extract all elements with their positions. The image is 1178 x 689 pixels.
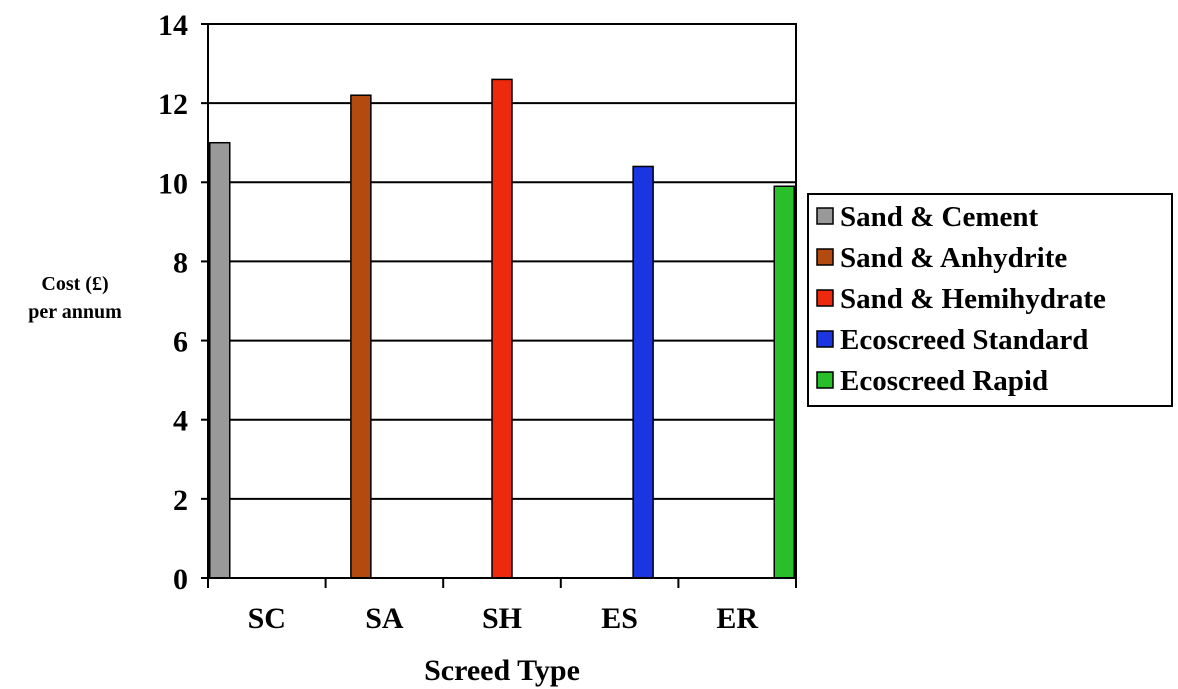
legend-swatch	[816, 207, 834, 225]
x-tick-label: ES	[601, 602, 638, 635]
x-tick-label: ER	[716, 602, 758, 635]
bar	[491, 78, 513, 579]
bar	[773, 185, 795, 579]
x-axis-title: Screed Type	[424, 654, 580, 687]
bar	[350, 94, 372, 579]
legend-box	[807, 193, 1173, 407]
x-tick-label: SC	[248, 602, 286, 635]
bar	[209, 141, 231, 579]
x-axis-ticks: SC SA SH ES ER	[207, 578, 797, 635]
y-tick-label: 4	[173, 405, 188, 438]
y-tick-label: 12	[158, 88, 188, 121]
y-axis-ticks: 0 2 4 6 8 10 12 14	[158, 9, 208, 596]
bar	[632, 165, 654, 579]
y-tick-label: 0	[173, 563, 188, 596]
x-tick-label: SA	[365, 602, 404, 635]
legend-label: Sand & Anhydrite	[840, 242, 1067, 274]
legend: Sand & Cement Sand & Anhydrite Sand & Hemi…	[807, 193, 1173, 407]
legend-label: Sand & Cement	[840, 201, 1039, 233]
y-tick-label: 10	[158, 167, 188, 200]
y-tick-label: 14	[158, 9, 188, 42]
x-tick-label: SH	[482, 602, 522, 635]
y-tick-label: 6	[173, 326, 188, 359]
legend-label: Sand & Hemihydrate	[840, 283, 1106, 315]
legend-label: Ecoscreed Standard	[840, 324, 1088, 356]
legend-label: Ecoscreed Rapid	[840, 365, 1048, 397]
plot-area-frame	[207, 23, 797, 579]
y-tick-label: 2	[173, 484, 188, 517]
legend-swatch	[816, 289, 834, 307]
y-axis-title-line-1: Cost (£)	[41, 273, 108, 295]
legend-swatch	[816, 330, 834, 348]
bars	[209, 78, 795, 579]
legend-swatch	[816, 248, 834, 266]
y-tick-label: 8	[173, 246, 188, 279]
y-axis-title-line-2: per annum	[28, 301, 122, 323]
legend-swatch	[816, 371, 834, 389]
